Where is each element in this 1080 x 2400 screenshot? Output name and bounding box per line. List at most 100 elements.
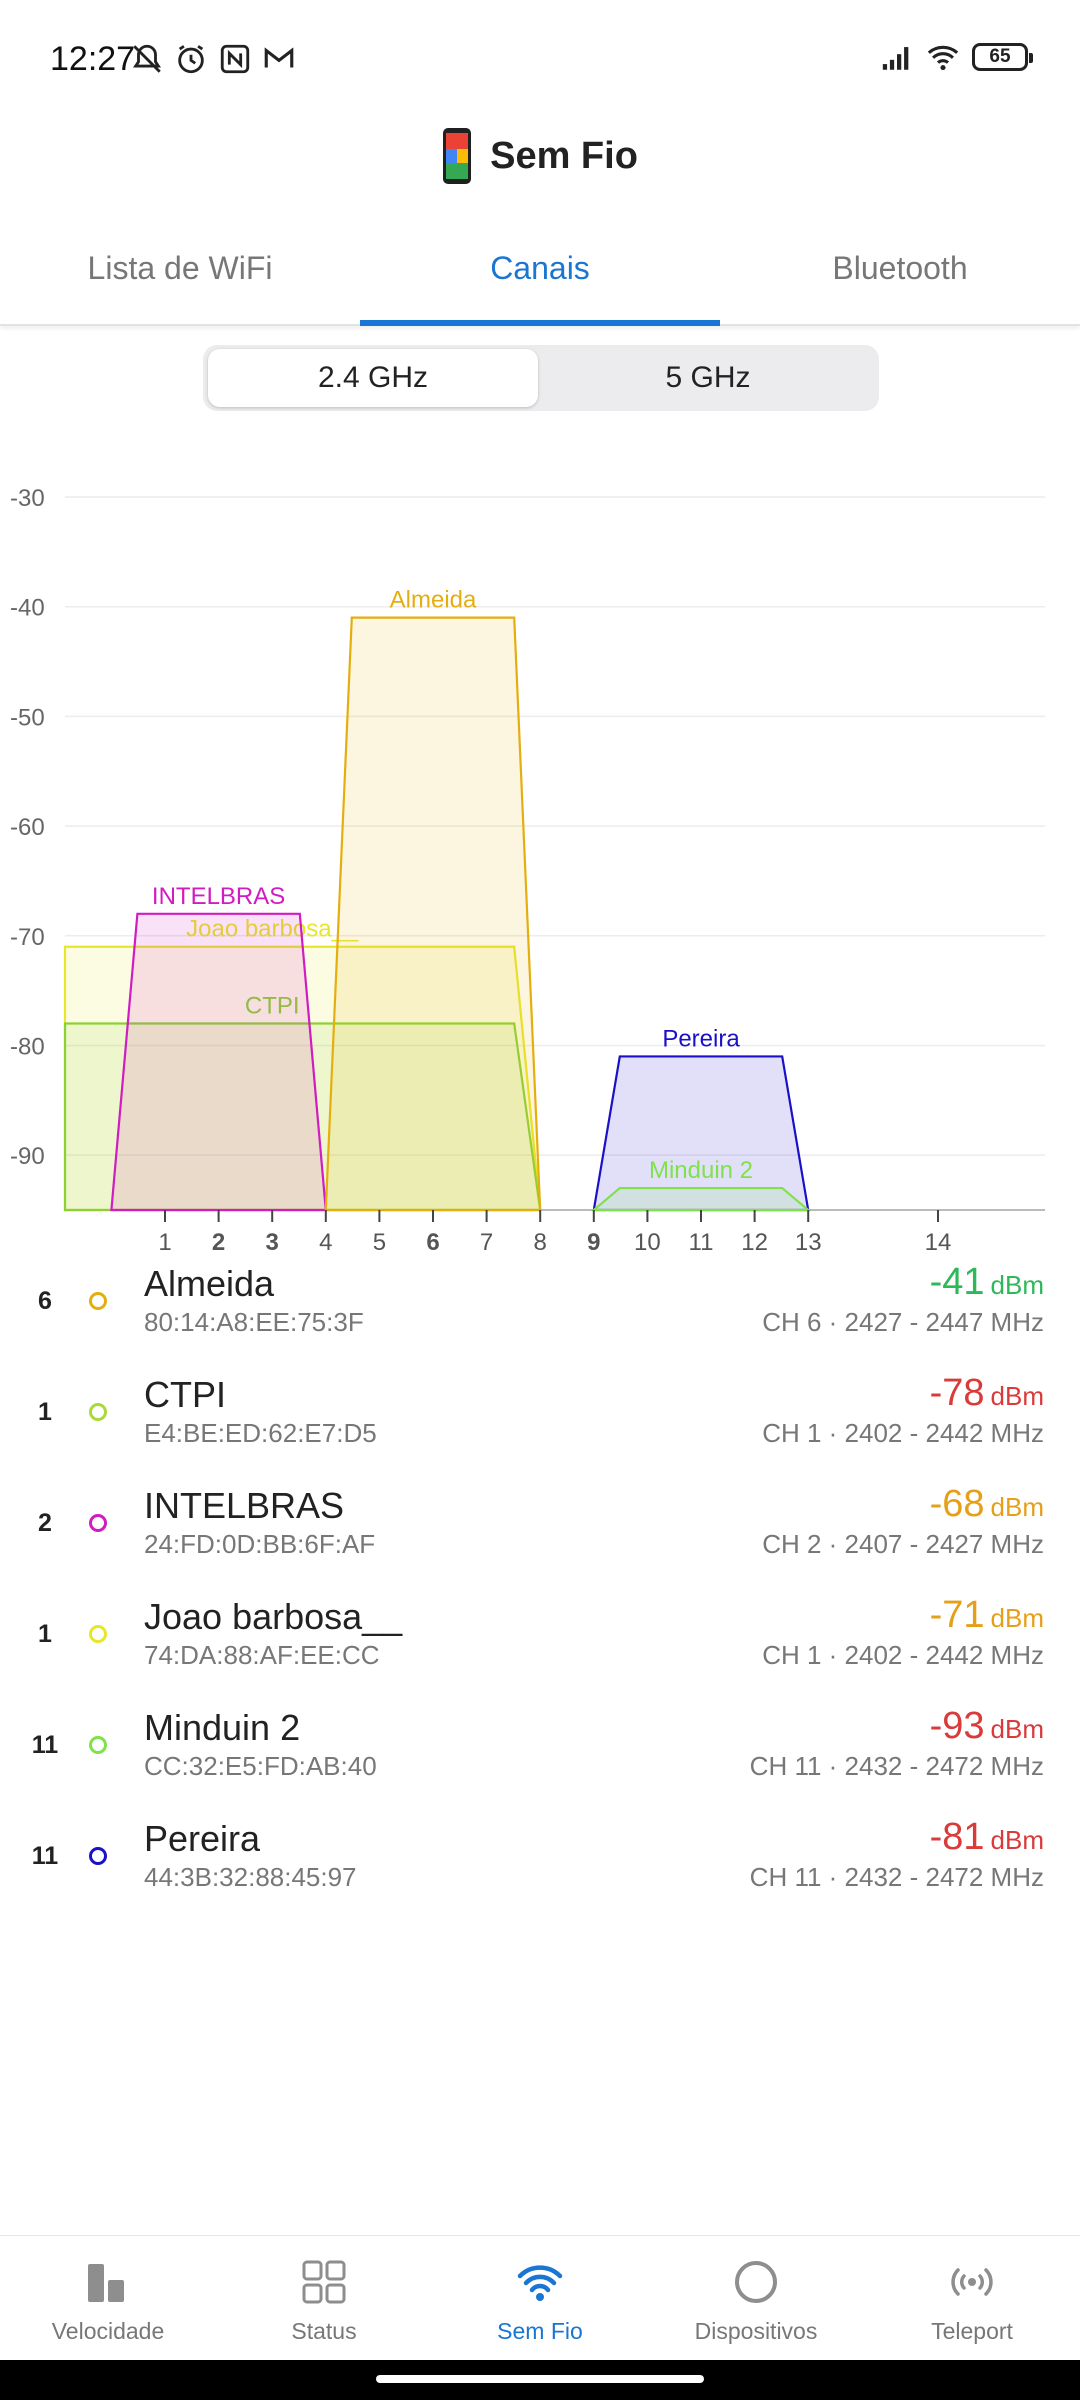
x-tick-label: 7 xyxy=(480,1229,493,1256)
nav-sem-fio[interactable]: Sem Fio xyxy=(432,2256,648,2345)
status-icons-left xyxy=(130,42,296,76)
app-logo-icon xyxy=(443,128,472,184)
nav-teleport[interactable]: Teleport xyxy=(864,2256,1080,2345)
network-row[interactable]: 1 Joao barbosa__ 74:DA:88:AF:EE:CC -71 dBm CH… xyxy=(0,1588,1080,1699)
network-mac: 74:DA:88:AF:EE:CC xyxy=(144,1640,380,1670)
network-row[interactable]: 11 Pereira 44:3B:32:88:45:97 -81 dBm CH 11 · … xyxy=(0,1810,1080,1921)
app-title: Sem Fio xyxy=(490,134,638,177)
network-row[interactable]: 11 Minduin 2 CC:32:E5:FD:AB:40 -93 dBm CH 11 … xyxy=(0,1699,1080,1810)
network-name: Joao barbosa__ xyxy=(144,1596,403,1637)
tab-bar: Lista de WiFi Canais Bluetooth xyxy=(0,230,1080,326)
y-tick-label: -50 xyxy=(10,704,45,731)
network-channel: 11 xyxy=(31,1842,59,1870)
signal-unit: dBm xyxy=(990,1270,1044,1300)
network-curve-label: Almeida xyxy=(390,587,477,614)
nav-dispositivos[interactable]: Dispositivos xyxy=(648,2256,864,2345)
x-tick-label: 11 xyxy=(689,1229,714,1256)
band-2-4ghz-button[interactable]: 2.4 GHz xyxy=(208,349,538,407)
band-5ghz-button[interactable]: 5 GHz xyxy=(665,361,751,394)
y-tick-label: -90 xyxy=(10,1143,45,1170)
signal-unit: dBm xyxy=(990,1381,1044,1411)
network-color-dot xyxy=(89,1403,107,1421)
y-tick-label: -60 xyxy=(10,814,45,841)
network-channel: 6 xyxy=(38,1287,52,1315)
y-tick-label: -40 xyxy=(10,595,45,622)
nav-label: Sem Fio xyxy=(497,2318,583,2344)
muted-bell-icon xyxy=(133,44,161,73)
network-row[interactable]: 1 CTPI E4:BE:ED:62:E7:D5 -78 dBm CH 1 · 2402 … xyxy=(0,1366,1080,1477)
network-channel: 2 xyxy=(38,1509,52,1537)
network-channel-info: CH 6 · 2427 - 2447 MHz xyxy=(762,1307,1044,1337)
signal-icon xyxy=(882,47,909,70)
network-row[interactable]: 6 Almeida 80:14:A8:EE:75:3F -41 dBm CH 6 · 24… xyxy=(0,1255,1080,1366)
x-tick-label: 3 xyxy=(266,1229,279,1256)
network-row[interactable]: 2 INTELBRAS 24:FD:0D:BB:6F:AF -68 dBm CH 2 · … xyxy=(0,1477,1080,1588)
x-tick-label: 14 xyxy=(925,1229,952,1256)
network-signal: -71 dBm xyxy=(930,1594,1044,1637)
grid-icon xyxy=(302,2260,346,2304)
network-channel-info: CH 1 · 2402 - 2442 MHz xyxy=(762,1640,1044,1670)
system-nav-bar xyxy=(0,2360,1080,2400)
network-channel-info: CH 11 · 2432 - 2472 MHz xyxy=(749,1751,1044,1781)
y-tick-label: -80 xyxy=(10,1033,45,1060)
status-time: 12:27 xyxy=(50,40,136,78)
tab-bluetooth[interactable]: Bluetooth xyxy=(832,250,968,286)
signal-unit: dBm xyxy=(990,1714,1044,1744)
battery-icon: 65 xyxy=(972,43,1033,71)
network-curve-label: CTPI xyxy=(245,993,300,1020)
nav-label: Velocidade xyxy=(51,2318,165,2344)
network-name: Pereira xyxy=(144,1818,261,1859)
teleport-icon xyxy=(951,2268,993,2296)
network-name: Almeida xyxy=(144,1263,275,1304)
network-name: INTELBRAS xyxy=(144,1485,345,1526)
nav-status[interactable]: Status xyxy=(216,2256,432,2345)
x-tick-label: 1 xyxy=(158,1229,171,1256)
status-bar: 12:27 65 xyxy=(0,0,1080,120)
devices-circle-icon xyxy=(735,2261,777,2303)
network-mac: 24:FD:0D:BB:6F:AF xyxy=(144,1529,376,1559)
band-toggle: 2.4 GHz 5 GHz xyxy=(203,345,879,411)
network-color-dot xyxy=(89,1847,107,1865)
wifi-icon xyxy=(927,45,959,71)
signal-value: -71 xyxy=(929,1594,985,1636)
network-color-dot xyxy=(89,1514,107,1532)
signal-unit: dBm xyxy=(990,1492,1044,1522)
x-tick-label: 10 xyxy=(634,1229,661,1256)
tab-lista-de-wifi[interactable]: Lista de WiFi xyxy=(87,250,273,286)
network-mac: 80:14:A8:EE:75:3F xyxy=(144,1307,364,1337)
battery-level: 65 xyxy=(989,46,1011,67)
network-curve-label: Minduin 2 xyxy=(649,1157,753,1184)
y-tick-label: -70 xyxy=(10,924,45,951)
network-signal: -93 dBm xyxy=(930,1705,1044,1748)
tab-canais[interactable]: Canais xyxy=(490,250,590,286)
x-tick-label: 5 xyxy=(373,1229,386,1256)
network-channel-info: CH 2 · 2407 - 2427 MHz xyxy=(762,1529,1044,1559)
nfc-icon xyxy=(220,44,250,74)
network-name: CTPI xyxy=(144,1374,227,1415)
signal-value: -81 xyxy=(929,1816,985,1858)
x-tick-label: 13 xyxy=(795,1229,822,1256)
home-indicator[interactable] xyxy=(376,2375,704,2383)
y-tick-label: -30 xyxy=(10,485,45,512)
network-color-dot xyxy=(89,1736,107,1754)
signal-value: -41 xyxy=(929,1261,985,1303)
x-tick-label: 8 xyxy=(534,1229,547,1256)
network-mac: 44:3B:32:88:45:97 xyxy=(144,1862,357,1892)
alarm-icon xyxy=(178,45,204,74)
nav-label: Teleport xyxy=(931,2318,1013,2344)
app-header: Sem Fio xyxy=(0,122,1080,190)
signal-unit: dBm xyxy=(990,1603,1044,1633)
network-mac: E4:BE:ED:62:E7:D5 xyxy=(144,1418,377,1448)
network-channel: 1 xyxy=(38,1620,52,1648)
channel-chart: -30 -40 -50 -60 -70 -80 -90 Joao barbosa__ CTPI I… xyxy=(10,485,1045,1256)
nav-velocidade[interactable]: Velocidade xyxy=(0,2256,216,2345)
wifi-icon xyxy=(517,2265,563,2301)
signal-value: -78 xyxy=(929,1372,985,1414)
signal-value: -93 xyxy=(929,1705,985,1747)
x-tick-label: 2 xyxy=(212,1229,225,1256)
network-color-dot xyxy=(89,1292,107,1310)
x-tick-label: 12 xyxy=(741,1229,768,1256)
gmail-icon xyxy=(264,47,294,68)
x-tick-label: 4 xyxy=(319,1229,332,1256)
network-name: Minduin 2 xyxy=(144,1707,301,1748)
